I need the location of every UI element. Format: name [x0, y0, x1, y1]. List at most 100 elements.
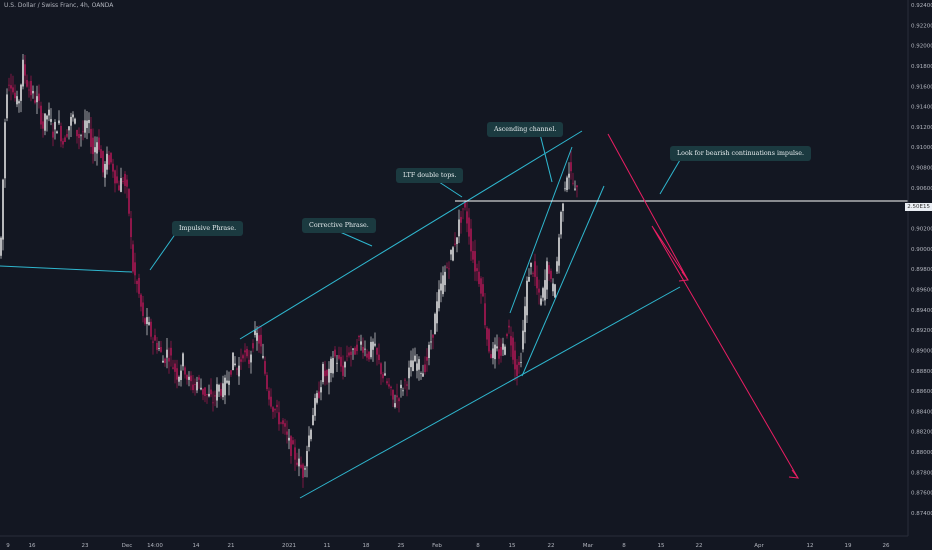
candle-bear: [30, 80, 32, 96]
candle-bull: [430, 341, 432, 343]
candle-bull: [6, 94, 8, 119]
candle-bear: [240, 359, 242, 362]
candle-bull: [216, 384, 218, 401]
candle-bear: [154, 335, 156, 341]
y-tick-label: 0.87800: [911, 470, 932, 476]
bearish-projection-arrow[interactable]: [607, 133, 799, 479]
candle-bear: [368, 351, 370, 360]
candle-bear: [132, 244, 134, 272]
candle-bull: [234, 363, 236, 366]
y-tick-label: 0.88800: [911, 369, 932, 375]
y-tick-label: 0.91600: [911, 84, 932, 90]
candle-bull: [332, 358, 334, 374]
candle-bull: [196, 381, 198, 391]
candle-bear: [90, 128, 92, 148]
ascending-channel-upper[interactable]: [509, 146, 573, 314]
candle-bear: [28, 89, 30, 91]
candle-bear: [38, 93, 40, 101]
annotation-ascending-channel[interactable]: Ascending channel.: [487, 122, 564, 137]
candle-bear: [248, 359, 250, 364]
arrowhead-1: [678, 271, 689, 282]
candle-bear: [342, 365, 344, 376]
annotation-bearish-continuation[interactable]: Look for bearish continuations impulse.: [670, 146, 811, 161]
y-tick-label: 0.90800: [911, 166, 932, 172]
candle-bull: [254, 330, 256, 335]
candle-bear: [170, 347, 172, 356]
candle-bear: [490, 354, 492, 359]
candle-bear: [488, 329, 490, 352]
candle-bull: [310, 429, 312, 440]
candle-bear: [354, 347, 356, 355]
candle-bear: [134, 262, 136, 276]
impulse-trendline[interactable]: [0, 265, 133, 273]
candle-bull: [0, 237, 2, 256]
candle-bear: [24, 64, 26, 76]
candle-bear: [324, 370, 326, 377]
candle-bear: [34, 100, 36, 103]
x-tick-label: 12: [807, 543, 814, 549]
candle-bull: [322, 363, 324, 383]
candle-bear: [272, 407, 274, 412]
candle-bear: [160, 347, 162, 352]
candle-bear: [230, 370, 232, 375]
candle-bear: [76, 129, 78, 137]
y-tick-label: 0.90200: [911, 227, 932, 233]
candle-bull: [182, 353, 184, 367]
annotation-impulsive[interactable]: Impulsive Phrase.: [172, 221, 244, 236]
candle-bear: [242, 355, 244, 359]
channel-upper-line[interactable]: [239, 130, 583, 340]
candle-bull: [94, 147, 96, 153]
y-tick-label: 0.88200: [911, 430, 932, 436]
candle-bull: [568, 173, 570, 178]
candle-bull: [250, 354, 252, 363]
annotation-ltf-double-tops[interactable]: LTF double tops.: [396, 168, 464, 183]
candle-bear: [64, 137, 66, 142]
candle-bear: [192, 384, 194, 391]
candle-bull: [32, 90, 34, 94]
y-tick-label: 0.91800: [911, 64, 932, 70]
candle-bull: [504, 346, 506, 355]
candle-bear: [206, 394, 208, 395]
y-tick-label: 0.92200: [911, 23, 932, 29]
channel-lower-line[interactable]: [299, 286, 681, 499]
candle-bear: [164, 358, 166, 364]
candle-bear: [538, 288, 540, 293]
candle-bull: [526, 280, 528, 316]
x-tick-label: Feb: [432, 543, 442, 549]
candle-bull: [70, 116, 72, 126]
candle-bear: [296, 462, 298, 465]
candles-layer: [0, 53, 578, 488]
candle-bull: [402, 390, 404, 392]
candle-bear: [466, 211, 468, 224]
impulse-pointer: [149, 232, 177, 271]
candle-bull: [370, 341, 372, 358]
candle-bear: [506, 334, 508, 337]
candle-bull: [556, 261, 558, 272]
candle-bear: [290, 436, 292, 457]
candle-bull: [520, 362, 522, 363]
candle-bull: [256, 332, 258, 341]
candle-bear: [390, 386, 392, 389]
candle-bear: [350, 351, 352, 355]
candle-bull: [414, 355, 416, 362]
candle-bull: [434, 313, 436, 335]
candle-bear: [548, 265, 550, 274]
candle-bear: [252, 343, 254, 349]
candle-bear: [348, 352, 350, 356]
candle-bull: [546, 261, 548, 290]
candle-bear: [82, 131, 84, 133]
candle-bear: [136, 280, 138, 285]
candle-bear: [498, 349, 500, 359]
candle-bear: [138, 277, 140, 294]
ascending-channel-lower[interactable]: [521, 185, 605, 377]
candle-bull: [96, 142, 98, 154]
annotation-corrective[interactable]: Corrective Phrase.: [302, 218, 376, 233]
candle-bear: [510, 336, 512, 346]
candle-bull: [54, 121, 56, 130]
candle-bear: [518, 361, 520, 366]
candle-bull: [84, 120, 86, 133]
candle-bull: [48, 109, 50, 116]
candle-bull: [408, 367, 410, 379]
candle-bear: [468, 217, 470, 237]
